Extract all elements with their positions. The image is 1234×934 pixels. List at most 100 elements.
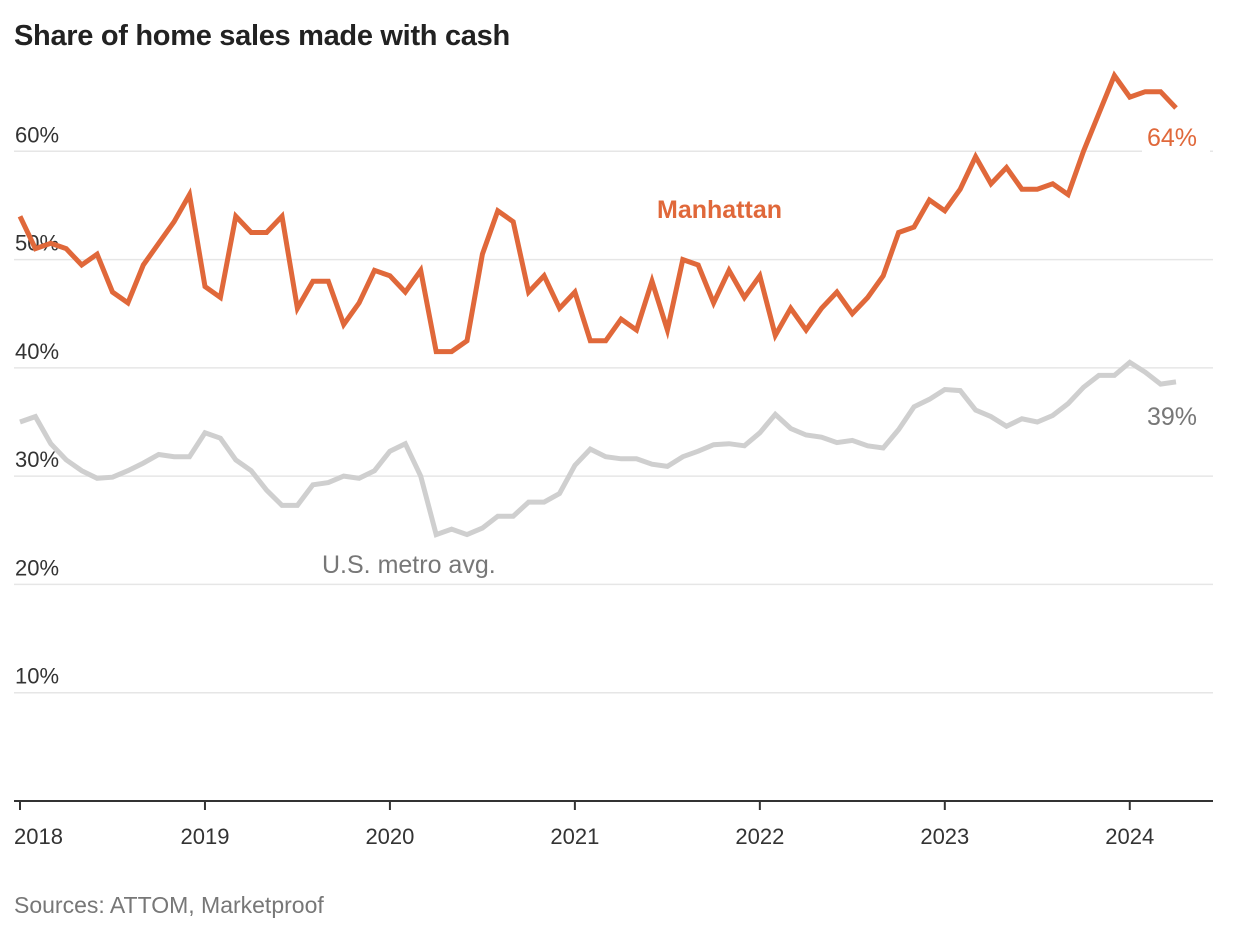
us-metro-avg-point <box>373 469 377 473</box>
chart-title: Share of home sales made with cash <box>14 20 510 52</box>
manhattan-point <box>172 220 176 224</box>
manhattan-point <box>218 296 222 300</box>
us-metro-avg-point <box>604 455 608 459</box>
manhattan-point <box>18 214 22 218</box>
us-metro-avg-point <box>357 476 361 480</box>
us-metro-avg-point <box>203 431 207 435</box>
manhattan-point <box>357 301 361 305</box>
us-metro-avg-point <box>1174 380 1178 384</box>
us-metro-avg-point <box>480 526 484 530</box>
us-metro-avg-point <box>434 533 438 537</box>
gridlines <box>14 150 1213 694</box>
manhattan-point <box>850 312 854 316</box>
us-metro-avg-point <box>943 388 947 392</box>
us-metro-avg-point <box>974 408 978 412</box>
us-metro-avg-point <box>665 464 669 468</box>
manhattan-line <box>17 70 1178 355</box>
manhattan-point <box>912 225 916 229</box>
manhattan-point <box>342 323 346 327</box>
manhattan-point <box>943 209 947 213</box>
us-metro-avg-point <box>989 415 993 419</box>
us-metro-avg-point <box>465 533 469 537</box>
series-manhattan <box>17 70 1178 355</box>
us-metro-avg-point <box>527 500 531 504</box>
manhattan-label: Manhattan <box>657 196 782 224</box>
manhattan-point <box>742 296 746 300</box>
us-metro-avg-point <box>511 514 515 518</box>
us-metro-avg-point <box>311 483 315 487</box>
us-metro-avg-point <box>126 469 130 473</box>
manhattan-point <box>558 306 562 310</box>
manhattan-point <box>866 296 870 300</box>
manhattan-point <box>496 209 500 213</box>
us-metro-avg-point <box>1005 424 1009 428</box>
manhattan-point <box>650 279 654 283</box>
us-metro-avg-point <box>542 500 546 504</box>
y-tick-label-60: 60% <box>15 122 59 147</box>
manhattan-point <box>265 231 269 235</box>
us-metro-avg-point <box>1051 414 1055 418</box>
manhattan-point <box>804 328 808 332</box>
manhattan-point <box>311 279 315 283</box>
manhattan-point <box>1112 74 1116 78</box>
us-metro-avg-point <box>450 527 454 531</box>
us-metro-avg-point <box>419 474 423 478</box>
manhattan-point <box>958 187 962 191</box>
series-us-metro-avg <box>18 359 1178 538</box>
us-metro-avg-line <box>19 359 1177 538</box>
y-tick-label-40: 40% <box>15 339 59 364</box>
manhattan-point <box>64 247 68 251</box>
manhattan-point <box>33 247 37 251</box>
x-axis: 2018 2019 2020 2021 2022 2023 2024 <box>14 800 1213 849</box>
manhattan-point <box>1143 90 1147 94</box>
manhattan-point <box>604 339 608 343</box>
manhattan-point <box>511 220 515 224</box>
us-metro-avg-point <box>157 453 161 457</box>
us-metro-avg-point <box>141 461 145 465</box>
us-metro-avg-point <box>1066 402 1070 406</box>
us-metro-avg-point <box>681 455 685 459</box>
manhattan-point <box>1174 106 1178 110</box>
x-tick-label-2022: 2022 <box>735 824 784 849</box>
us-metro-avg-point <box>18 420 22 424</box>
manhattan-point <box>696 263 700 267</box>
manhattan-point <box>326 279 330 283</box>
us-metro-avg-point <box>95 476 99 480</box>
y-tick-label-20: 20% <box>15 555 59 580</box>
us-metro-avg-point <box>573 463 577 467</box>
us-metro-avg-point <box>820 435 824 439</box>
us-metro-avg-point <box>758 431 762 435</box>
us-metro-avg-point <box>496 514 500 518</box>
us-metro-avg-point <box>897 428 901 432</box>
manhattan-point <box>789 306 793 310</box>
manhattan-point <box>434 350 438 354</box>
us-metro-label-bg <box>316 545 522 583</box>
manhattan-point <box>388 274 392 278</box>
manhattan-point <box>1020 187 1024 191</box>
us-metro-avg-point <box>33 415 37 419</box>
manhattan-point <box>527 290 531 294</box>
us-metro-end-label: 39% <box>1147 403 1197 431</box>
manhattan-point <box>188 193 192 197</box>
manhattan-point <box>419 268 423 272</box>
manhattan-point <box>1159 90 1163 94</box>
manhattan-point <box>712 301 716 305</box>
us-metro-avg-point <box>326 481 330 485</box>
us-metro-avg-point <box>558 492 562 496</box>
us-metro-avg-point <box>727 442 731 446</box>
us-metro-avg-point <box>1143 370 1147 374</box>
manhattan-point <box>681 258 685 262</box>
us-metro-avg-point <box>265 488 269 492</box>
manhattan-point <box>373 268 377 272</box>
us-metro-avg-point <box>773 412 777 416</box>
us-metro-avg-point <box>958 389 962 393</box>
us-metro-avg-point <box>64 458 68 462</box>
manhattan-point <box>403 290 407 294</box>
us-metro-avg-point <box>588 447 592 451</box>
manhattan-point <box>126 301 130 305</box>
manhattan-point <box>773 333 777 337</box>
manhattan-point <box>234 214 238 218</box>
manhattan-point <box>619 317 623 321</box>
manhattan-point <box>95 252 99 256</box>
